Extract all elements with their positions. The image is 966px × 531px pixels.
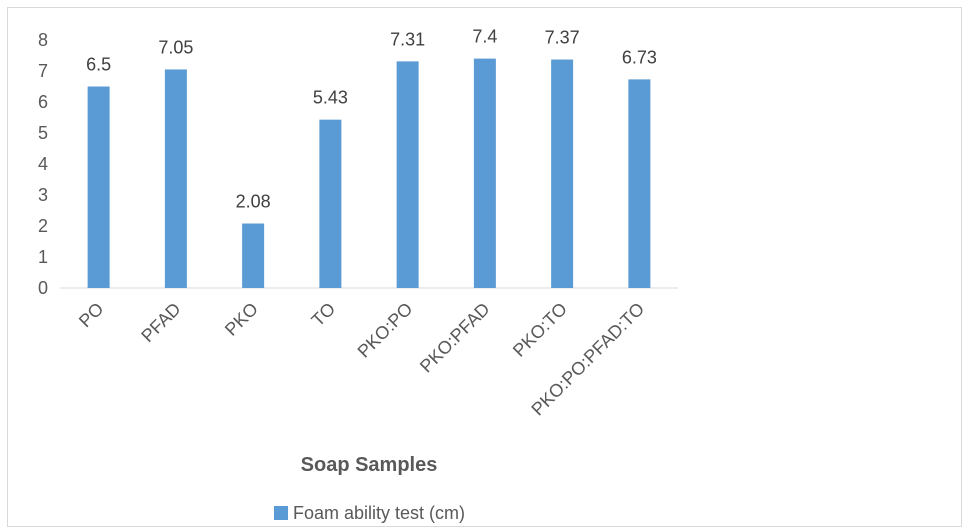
data-label: 6.73 <box>622 47 657 67</box>
y-tick-label: 4 <box>38 154 48 174</box>
y-tick-label: 2 <box>38 216 48 236</box>
data-label: 7.31 <box>390 29 425 49</box>
data-label: 2.08 <box>236 192 271 212</box>
x-tick-label: PKO:PO <box>353 299 416 362</box>
data-label: 6.5 <box>86 55 111 75</box>
x-tick-label: PFAD <box>137 299 184 346</box>
bar <box>242 223 265 288</box>
bar <box>628 79 651 289</box>
x-tick-label: PKO <box>221 299 262 340</box>
legend-swatch <box>274 506 288 520</box>
y-axis-ticks: 0 1 2 3 4 5 6 7 8 <box>38 30 48 298</box>
legend-label: Foam ability test (cm) <box>293 503 465 523</box>
x-tick-label: PKO:TO <box>509 299 571 361</box>
y-tick-label: 5 <box>38 123 48 143</box>
x-axis-ticks: PO PFAD PKO TO PKO:PO PKO:PFAD PKO:TOPKO:PO:PF… <box>75 299 648 420</box>
x-tick-label: TO <box>308 299 340 331</box>
y-tick-label: 6 <box>38 92 48 112</box>
bar <box>551 59 574 288</box>
x-tick-label: PO <box>75 299 108 332</box>
y-tick-label: 1 <box>38 247 48 267</box>
y-tick-label: 8 <box>38 30 48 50</box>
x-tick-label: PKO:PFAD <box>416 299 494 377</box>
data-label: 7.4 <box>472 27 497 47</box>
y-tick-label: 0 <box>38 278 48 298</box>
data-label: 5.43 <box>313 88 348 108</box>
bar <box>396 61 419 288</box>
bar <box>87 86 110 288</box>
y-tick-label: 7 <box>38 61 48 81</box>
data-label: 7.37 <box>545 28 580 48</box>
data-label: 7.05 <box>158 37 193 57</box>
legend: Foam ability test (cm) <box>274 503 465 523</box>
bar <box>319 119 342 288</box>
bar <box>164 69 187 288</box>
x-axis-title: Soap Samples <box>301 454 438 476</box>
bar <box>473 58 496 288</box>
bars <box>87 58 651 289</box>
data-labels: 6.5 7.05 2.08 5.43 7.31 7.4 7.37 6.73 <box>86 27 657 212</box>
y-tick-label: 3 <box>38 185 48 205</box>
